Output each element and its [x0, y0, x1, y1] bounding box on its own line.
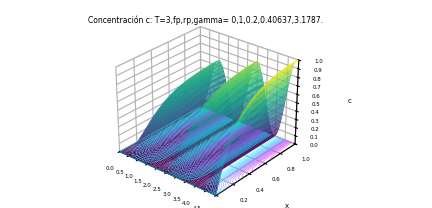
Title: Concentración c: T=3,fp,rp,gamma= 0,1,0.2,0.40637,3.1787.: Concentración c: T=3,fp,rp,gamma= 0,1,0.…	[88, 16, 323, 25]
Y-axis label: x: x	[285, 203, 289, 208]
